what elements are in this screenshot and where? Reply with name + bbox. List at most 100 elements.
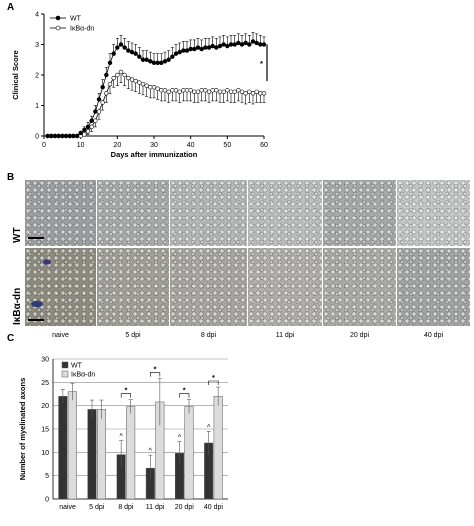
data-point <box>192 89 197 94</box>
data-point <box>214 45 219 50</box>
bar-wt <box>116 454 126 500</box>
bar-ikba-dn <box>67 391 77 500</box>
caret-marker: ^ <box>178 435 182 442</box>
x-tick-label: 10 <box>77 142 85 149</box>
y-tick-label: 30 <box>41 357 49 364</box>
data-point <box>214 88 219 93</box>
data-point <box>96 109 102 114</box>
data-point <box>111 75 116 81</box>
y-tick-label: 15 <box>41 427 49 434</box>
data-point <box>118 42 124 47</box>
micrograph-ikba-dn-3 <box>248 248 322 326</box>
micrograph-ikba-dn-0 <box>25 248 96 326</box>
bar-wt <box>145 467 155 500</box>
data-point <box>261 91 267 96</box>
bar-wt <box>204 442 214 500</box>
x-tick-label: 0 <box>42 142 46 149</box>
bar-ikba-dn <box>97 409 106 500</box>
bar-ikba-dn <box>155 401 165 500</box>
data-point <box>100 84 105 90</box>
legend: WT IκBα-dn <box>50 16 94 33</box>
x-tick-label: 50 <box>223 142 231 149</box>
data-point <box>232 89 237 94</box>
row-label-wt: WT <box>12 227 23 243</box>
micrograph-wt-4 <box>323 180 396 246</box>
data-point <box>203 88 208 93</box>
legend: WT IκBα-dn <box>61 361 95 379</box>
data-point <box>93 118 98 123</box>
data-point <box>195 45 201 50</box>
caret-marker: ^ <box>207 424 211 431</box>
bar-wt <box>58 396 68 500</box>
data-point <box>170 88 175 93</box>
data-point <box>111 51 116 56</box>
data-point <box>159 88 164 93</box>
data-point <box>104 91 109 96</box>
data-point <box>89 124 94 130</box>
micrograph-wt-3 <box>248 180 322 246</box>
bar-wt <box>175 453 184 500</box>
data-point <box>133 78 138 84</box>
data-point <box>228 89 234 94</box>
data-point <box>78 130 83 136</box>
data-point <box>184 88 190 93</box>
data-point <box>162 88 168 93</box>
scale-bar-bottom <box>28 319 44 321</box>
x-tick-label: 20 <box>113 142 121 149</box>
bar-wt <box>87 409 97 500</box>
legend-swatch <box>61 361 69 369</box>
y-axis-label: Number of myelinated axons <box>18 378 27 481</box>
data-point <box>45 133 50 139</box>
data-point <box>173 51 179 56</box>
category-label: 5 dpi <box>89 504 105 511</box>
data-point <box>250 91 256 96</box>
data-point <box>210 88 215 93</box>
data-point <box>85 124 91 130</box>
data-point <box>228 42 234 47</box>
data-point <box>166 57 171 62</box>
y-tick-label: 10 <box>41 450 49 457</box>
data-point <box>239 89 245 94</box>
data-point <box>184 48 190 53</box>
y-tick-label: 25 <box>41 380 49 387</box>
data-point <box>71 133 76 139</box>
category-label: 20 dpi <box>175 504 195 511</box>
significance-bracket <box>150 372 161 377</box>
data-point <box>148 59 153 64</box>
significance-star: * <box>124 386 127 395</box>
series-ikba-dn <box>45 69 267 139</box>
column-label: naive <box>52 332 69 339</box>
data-point <box>118 69 124 75</box>
data-point <box>258 42 263 47</box>
legend-label: IκBα-dn <box>71 372 95 379</box>
micrograph-wt-0 <box>25 180 96 246</box>
data-point <box>188 46 193 52</box>
data-point <box>151 60 157 65</box>
data-point <box>181 88 186 93</box>
data-point <box>126 48 131 53</box>
significance-star: * <box>183 386 186 395</box>
panel-letter-a: A <box>7 2 15 13</box>
data-point <box>137 80 142 85</box>
data-point <box>236 40 241 46</box>
y-tick-label: 1 <box>35 103 39 110</box>
significance-star: * <box>212 373 215 382</box>
data-point <box>115 72 120 78</box>
category-label: 8 dpi <box>118 504 134 511</box>
data-point <box>221 42 226 47</box>
data-point <box>140 81 146 87</box>
column-label: 11 dpi <box>275 332 295 339</box>
data-point <box>52 133 58 139</box>
data-point <box>67 133 72 139</box>
significance-bracket <box>179 393 190 398</box>
data-point <box>56 133 61 139</box>
data-point <box>162 59 168 64</box>
column-label: 40 dpi <box>423 332 444 339</box>
data-point <box>96 97 102 102</box>
data-point <box>144 83 149 88</box>
data-point <box>203 45 208 50</box>
data-point <box>140 57 146 62</box>
data-point <box>100 100 105 105</box>
data-point <box>63 133 69 139</box>
data-point <box>195 89 201 94</box>
